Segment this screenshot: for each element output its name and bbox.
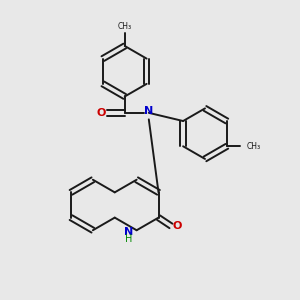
Text: N: N — [144, 106, 153, 116]
Text: O: O — [96, 108, 106, 118]
Text: CH₃: CH₃ — [246, 142, 260, 151]
Text: H: H — [124, 234, 132, 244]
Text: N: N — [124, 227, 133, 237]
Text: O: O — [173, 221, 182, 231]
Text: CH₃: CH₃ — [118, 22, 132, 31]
